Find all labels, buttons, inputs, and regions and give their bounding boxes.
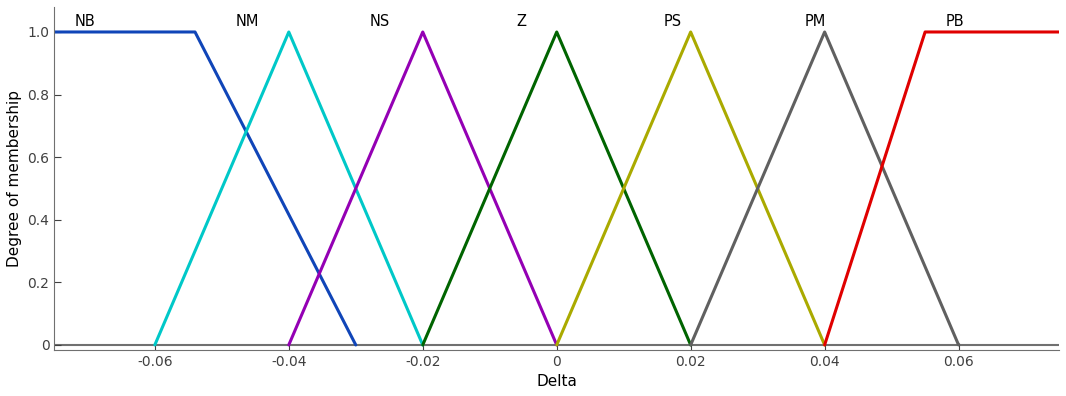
Text: NS: NS [369, 14, 389, 29]
Text: PB: PB [946, 14, 964, 29]
Text: Z: Z [517, 14, 527, 29]
Y-axis label: Degree of membership: Degree of membership [7, 90, 22, 267]
Text: PS: PS [664, 14, 682, 29]
Text: NM: NM [236, 14, 259, 29]
Text: PM: PM [805, 14, 826, 29]
X-axis label: Delta: Delta [536, 374, 577, 389]
Text: NB: NB [75, 14, 95, 29]
